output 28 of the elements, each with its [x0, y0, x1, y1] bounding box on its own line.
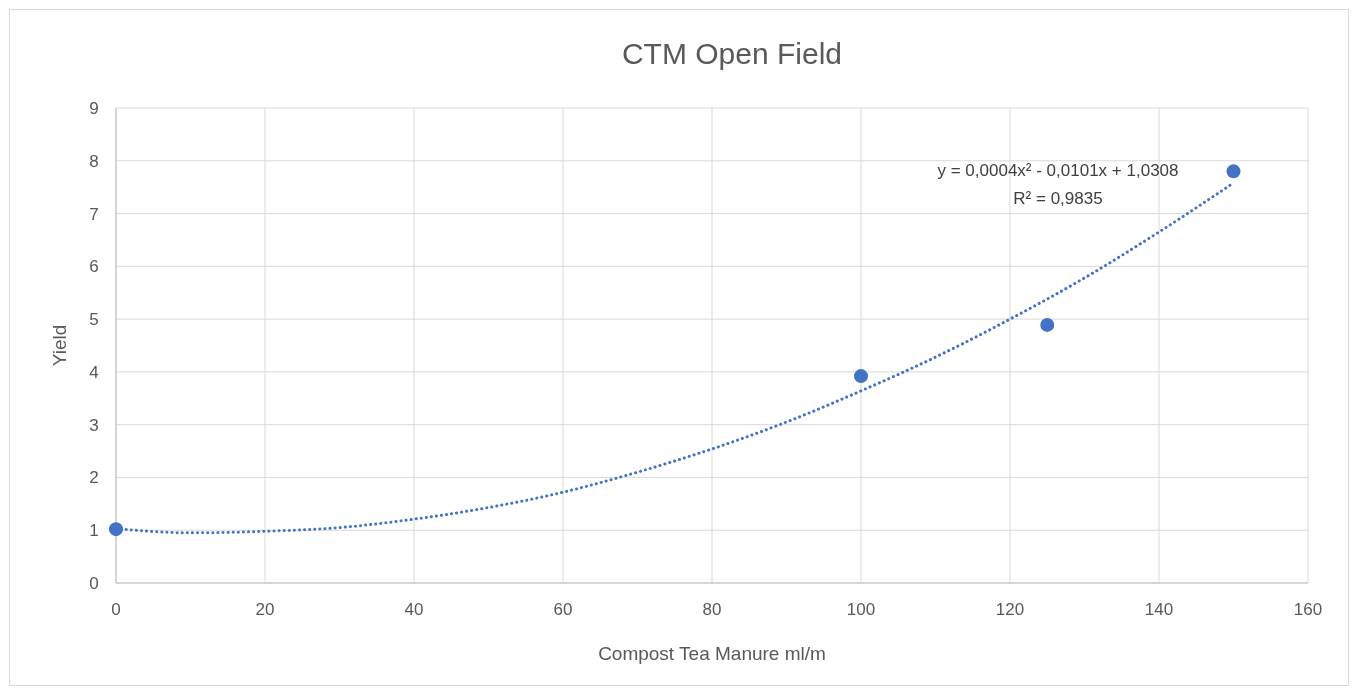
x-tick-label: 120 [995, 600, 1025, 619]
point [1040, 317, 1055, 332]
x-tick-label: 60 [553, 600, 573, 619]
y-tick-label: 9 [89, 99, 99, 118]
y-axis-title: Yield [49, 324, 70, 367]
y-tick-label: 5 [89, 310, 99, 330]
chart-title: CTM Open Field [621, 37, 843, 70]
y-tick-label: 6 [89, 257, 99, 277]
x-tick-label: 0 [111, 600, 121, 619]
x-tick-label: 100 [846, 600, 876, 619]
x-tick-label: 160 [1293, 600, 1323, 619]
x-tick-label: 20 [255, 600, 275, 619]
x-tick-label: 140 [1144, 600, 1174, 619]
y-tick-label: 7 [89, 204, 99, 224]
y-tick-label: 3 [89, 415, 99, 435]
point [1226, 164, 1241, 179]
y-tick-label: 8 [89, 151, 99, 171]
x-tick-label: 40 [404, 600, 424, 619]
x-tick-label: 80 [702, 600, 722, 619]
y-tick-label: 2 [89, 468, 99, 488]
point [854, 369, 868, 384]
y-tick-label: 0 [89, 574, 99, 593]
point [109, 522, 123, 537]
y-tick-label: 4 [89, 362, 99, 382]
annotation: y = 0,0004x² - 0,0101x + 1,0308 [937, 161, 1179, 180]
annotation: R² = 0,9835 [1013, 189, 1103, 208]
y-tick-label: 1 [89, 521, 99, 541]
x-axis-title: Compost Tea Manure ml/m [598, 643, 826, 664]
